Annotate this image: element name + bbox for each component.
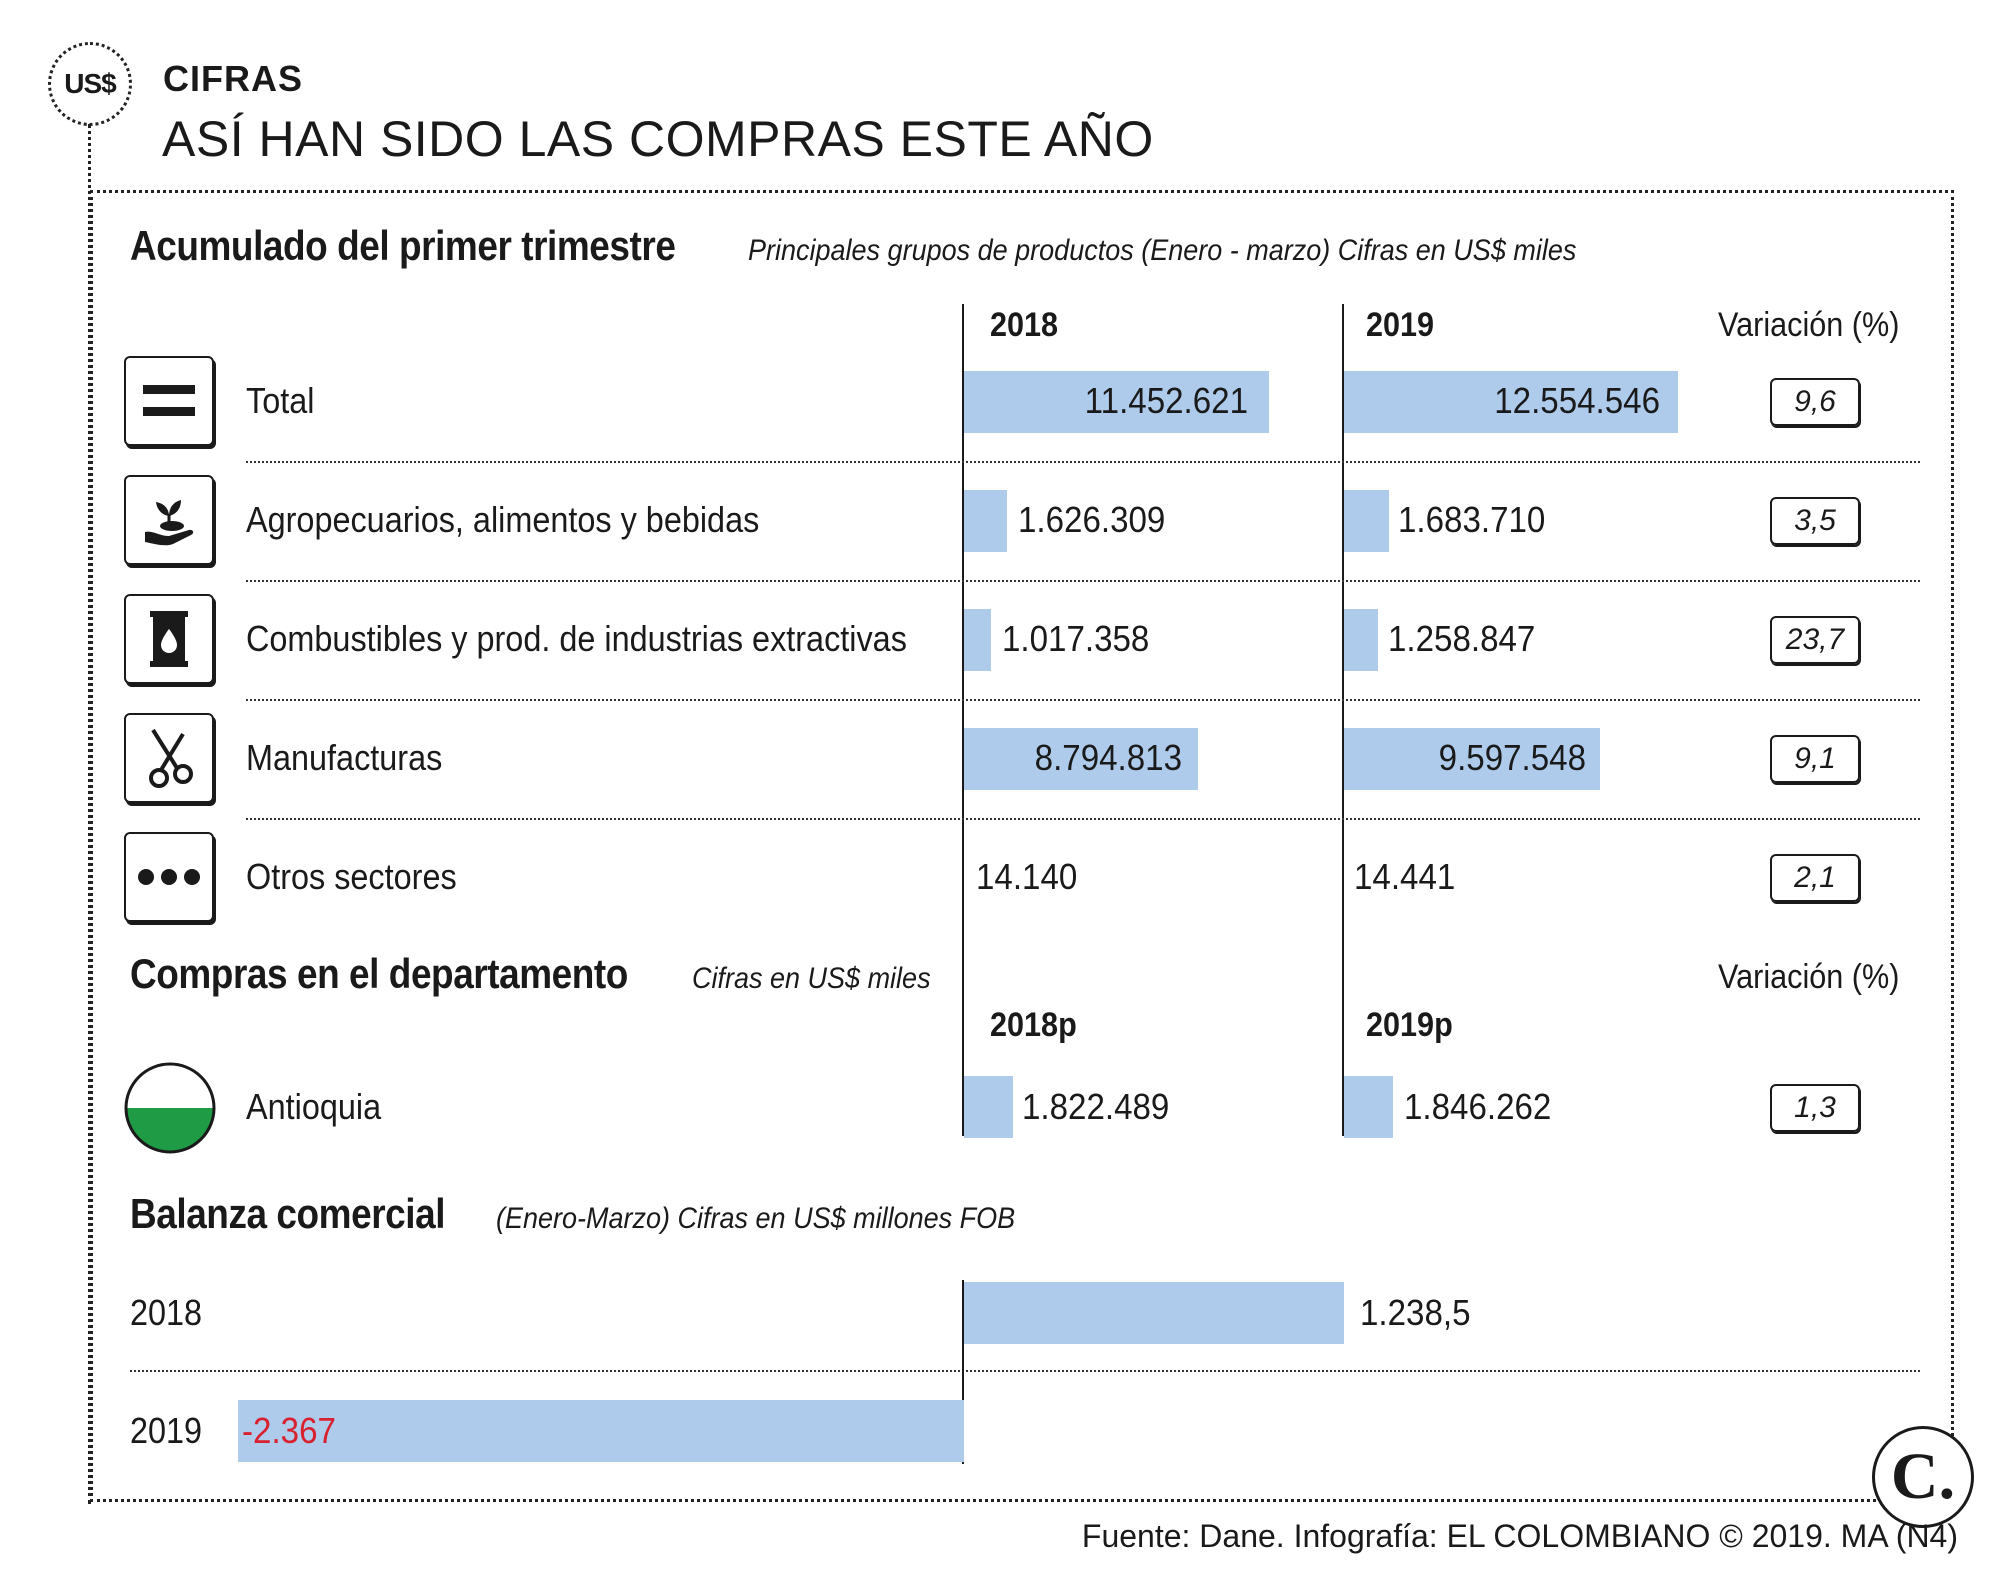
variation-otros: 2,1 xyxy=(1770,854,1860,902)
value-fuel-2018: 1.017.358 xyxy=(1002,618,1150,659)
axis-2018 xyxy=(962,304,964,1136)
bar-total-2018 xyxy=(964,371,1269,433)
row-separator xyxy=(130,1370,1920,1372)
infographic-frame xyxy=(90,190,1954,1502)
value-balance-2018: 1.238,5 xyxy=(1360,1292,1471,1333)
balance-year-2018: 2018 xyxy=(130,1292,203,1333)
section1-col-2019: 2019 xyxy=(1366,306,1435,344)
dots-icon xyxy=(124,832,214,922)
header-dotted-line xyxy=(88,124,91,1504)
value-manuf-2018: 8.794.813 xyxy=(1034,737,1182,778)
el-colombiano-logo: C. xyxy=(1872,1426,1974,1528)
fuel-barrel-icon xyxy=(124,594,214,684)
variation-antioquia: 1,3 xyxy=(1770,1084,1860,1132)
value-total-2019: 12.554.546 xyxy=(1494,380,1660,421)
section1-title: Acumulado del primer trimestre xyxy=(130,222,676,269)
section2-subtitle: Cifras en US$ miles xyxy=(692,962,931,995)
section3-title: Balanza comercial xyxy=(130,1190,446,1237)
axis-2019 xyxy=(1342,304,1344,1136)
bar-agro-2019 xyxy=(1344,490,1389,552)
scissors-icon xyxy=(124,713,214,803)
value-otros-2018: 14.140 xyxy=(976,856,1078,897)
row-separator xyxy=(246,461,1920,463)
variation-agro: 3,5 xyxy=(1770,497,1860,545)
value-agro-2019: 1.683.710 xyxy=(1398,499,1546,540)
section2-title: Compras en el departamento xyxy=(130,950,628,997)
section1-col-variation: Variación (%) xyxy=(1718,306,1900,344)
section2-col-variation: Variación (%) xyxy=(1718,958,1900,996)
bar-balance-2018 xyxy=(964,1282,1344,1344)
equals-icon xyxy=(124,356,214,446)
row-label-antioquia: Antioquia xyxy=(246,1086,382,1127)
usd-badge-icon: US$ xyxy=(48,42,132,126)
antioquia-flag-icon xyxy=(124,1062,216,1154)
variation-fuel: 23,7 xyxy=(1770,616,1860,664)
bar-manuf-2018 xyxy=(964,728,1199,790)
bar-agro-2018 xyxy=(964,490,1008,552)
value-balance-2019: -2.367 xyxy=(242,1410,336,1451)
section1-subtitle: Principales grupos de productos (Enero -… xyxy=(748,234,1577,267)
bar-antioquia-2019 xyxy=(1344,1076,1394,1138)
value-manuf-2019: 9.597.548 xyxy=(1438,737,1586,778)
row-label-total: Total xyxy=(246,380,315,421)
value-fuel-2019: 1.258.847 xyxy=(1388,618,1536,659)
row-separator xyxy=(246,699,1920,701)
row-separator xyxy=(246,818,1920,820)
value-antioquia-2018: 1.822.489 xyxy=(1022,1086,1170,1127)
bar-antioquia-2018 xyxy=(964,1076,1013,1138)
bar-balance-2019 xyxy=(237,1400,964,1462)
row-label-manuf: Manufacturas xyxy=(246,737,443,778)
value-total-2018: 11.452.621 xyxy=(1084,380,1248,421)
source-credit: Fuente: Dane. Infografía: EL COLOMBIANO … xyxy=(1081,1518,1958,1554)
balance-year-2019: 2019 xyxy=(130,1410,203,1451)
plant-hand-icon xyxy=(124,475,214,565)
value-agro-2018: 1.626.309 xyxy=(1018,499,1166,540)
variation-total: 9,6 xyxy=(1770,378,1860,426)
bar-fuel-2019 xyxy=(1344,609,1378,671)
bar-total-2019 xyxy=(1344,371,1679,433)
bar-manuf-2019 xyxy=(1344,728,1600,790)
kicker: CIFRAS xyxy=(163,58,303,99)
section2-col-2018p: 2018p xyxy=(990,1006,1077,1044)
row-label-fuel: Combustibles y prod. de industrias extra… xyxy=(246,618,907,659)
section1-col-2018: 2018 xyxy=(990,306,1059,344)
variation-manuf: 9,1 xyxy=(1770,735,1860,783)
balance-zero-axis xyxy=(962,1280,964,1464)
value-otros-2019: 14.441 xyxy=(1354,856,1456,897)
section3-subtitle: (Enero-Marzo) Cifras en US$ millones FOB xyxy=(496,1202,1016,1235)
section2-col-2019p: 2019p xyxy=(1366,1006,1453,1044)
value-antioquia-2019: 1.846.262 xyxy=(1404,1086,1552,1127)
row-label-otros: Otros sectores xyxy=(246,856,457,897)
bar-fuel-2018 xyxy=(964,609,992,671)
page-title: ASÍ HAN SIDO LAS COMPRAS ESTE AÑO xyxy=(162,111,1154,167)
row-label-agro: Agropecuarios, alimentos y bebidas xyxy=(246,499,760,540)
row-separator xyxy=(246,580,1920,582)
